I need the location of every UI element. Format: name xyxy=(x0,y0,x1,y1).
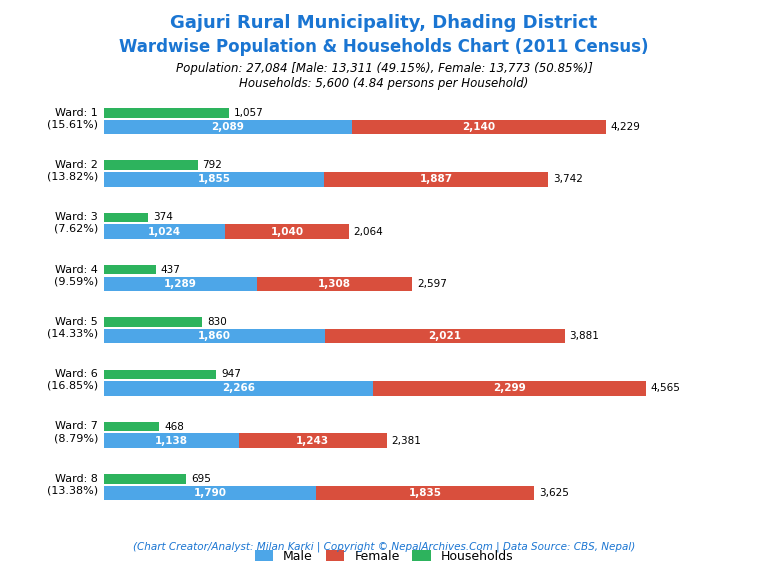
Text: 468: 468 xyxy=(164,422,184,432)
Text: 2,140: 2,140 xyxy=(462,122,495,132)
Text: 1,289: 1,289 xyxy=(164,279,197,289)
Text: 2,266: 2,266 xyxy=(222,383,255,393)
Bar xyxy=(352,119,606,135)
Bar xyxy=(104,213,148,222)
Text: 1,138: 1,138 xyxy=(155,436,188,445)
Text: 1,308: 1,308 xyxy=(318,279,351,289)
Bar xyxy=(104,433,239,448)
Bar xyxy=(104,265,156,274)
Text: 1,040: 1,040 xyxy=(270,227,303,237)
Bar xyxy=(373,381,646,396)
Bar xyxy=(104,381,373,396)
Text: 2,064: 2,064 xyxy=(354,227,383,237)
Text: 3,625: 3,625 xyxy=(539,488,569,498)
Text: (Chart Creator/Analyst: Milan Karki | Copyright © NepalArchives.Com | Data Sourc: (Chart Creator/Analyst: Milan Karki | Co… xyxy=(133,542,635,552)
Text: 4,229: 4,229 xyxy=(611,122,641,132)
Text: 1,835: 1,835 xyxy=(409,488,442,498)
Text: 1,057: 1,057 xyxy=(234,108,263,118)
Text: 2,021: 2,021 xyxy=(429,331,462,341)
Bar xyxy=(324,172,548,187)
Text: 1,855: 1,855 xyxy=(197,174,230,184)
Bar xyxy=(325,329,564,343)
Text: 695: 695 xyxy=(191,474,211,484)
Bar xyxy=(104,474,187,484)
Bar xyxy=(104,329,325,343)
Text: 947: 947 xyxy=(221,369,241,379)
Bar xyxy=(316,485,535,500)
Text: 792: 792 xyxy=(203,160,223,170)
Text: 2,381: 2,381 xyxy=(392,436,421,445)
Text: 4,565: 4,565 xyxy=(650,383,680,393)
Bar xyxy=(104,172,324,187)
Bar xyxy=(104,277,257,291)
Text: 1,887: 1,887 xyxy=(419,174,453,184)
Text: 1,860: 1,860 xyxy=(197,331,230,341)
Text: 1,790: 1,790 xyxy=(194,488,227,498)
Bar xyxy=(104,224,225,239)
Bar xyxy=(104,317,202,327)
Text: 374: 374 xyxy=(153,212,173,223)
Text: 3,742: 3,742 xyxy=(553,174,583,184)
Text: 2,089: 2,089 xyxy=(211,122,244,132)
Bar xyxy=(104,369,217,379)
Bar xyxy=(225,224,349,239)
Text: 1,024: 1,024 xyxy=(148,227,181,237)
Legend: Male, Female, Households: Male, Female, Households xyxy=(250,545,518,568)
Bar xyxy=(104,108,230,118)
Text: 1,243: 1,243 xyxy=(296,436,329,445)
Text: 2,299: 2,299 xyxy=(493,383,526,393)
Text: Gajuri Rural Municipality, Dhading District: Gajuri Rural Municipality, Dhading Distr… xyxy=(170,14,598,32)
Bar xyxy=(104,485,316,500)
Bar xyxy=(104,161,198,170)
Bar xyxy=(257,277,412,291)
Bar xyxy=(104,119,352,135)
Bar xyxy=(104,422,159,432)
Bar xyxy=(239,433,386,448)
Text: Wardwise Population & Households Chart (2011 Census): Wardwise Population & Households Chart (… xyxy=(119,38,649,56)
Text: 830: 830 xyxy=(207,317,227,327)
Text: 437: 437 xyxy=(161,264,180,275)
Text: 2,597: 2,597 xyxy=(417,279,447,289)
Text: Population: 27,084 [Male: 13,311 (49.15%), Female: 13,773 (50.85%)]: Population: 27,084 [Male: 13,311 (49.15%… xyxy=(176,62,592,75)
Text: 3,881: 3,881 xyxy=(570,331,600,341)
Text: Households: 5,600 (4.84 persons per Household): Households: 5,600 (4.84 persons per Hous… xyxy=(240,77,528,89)
